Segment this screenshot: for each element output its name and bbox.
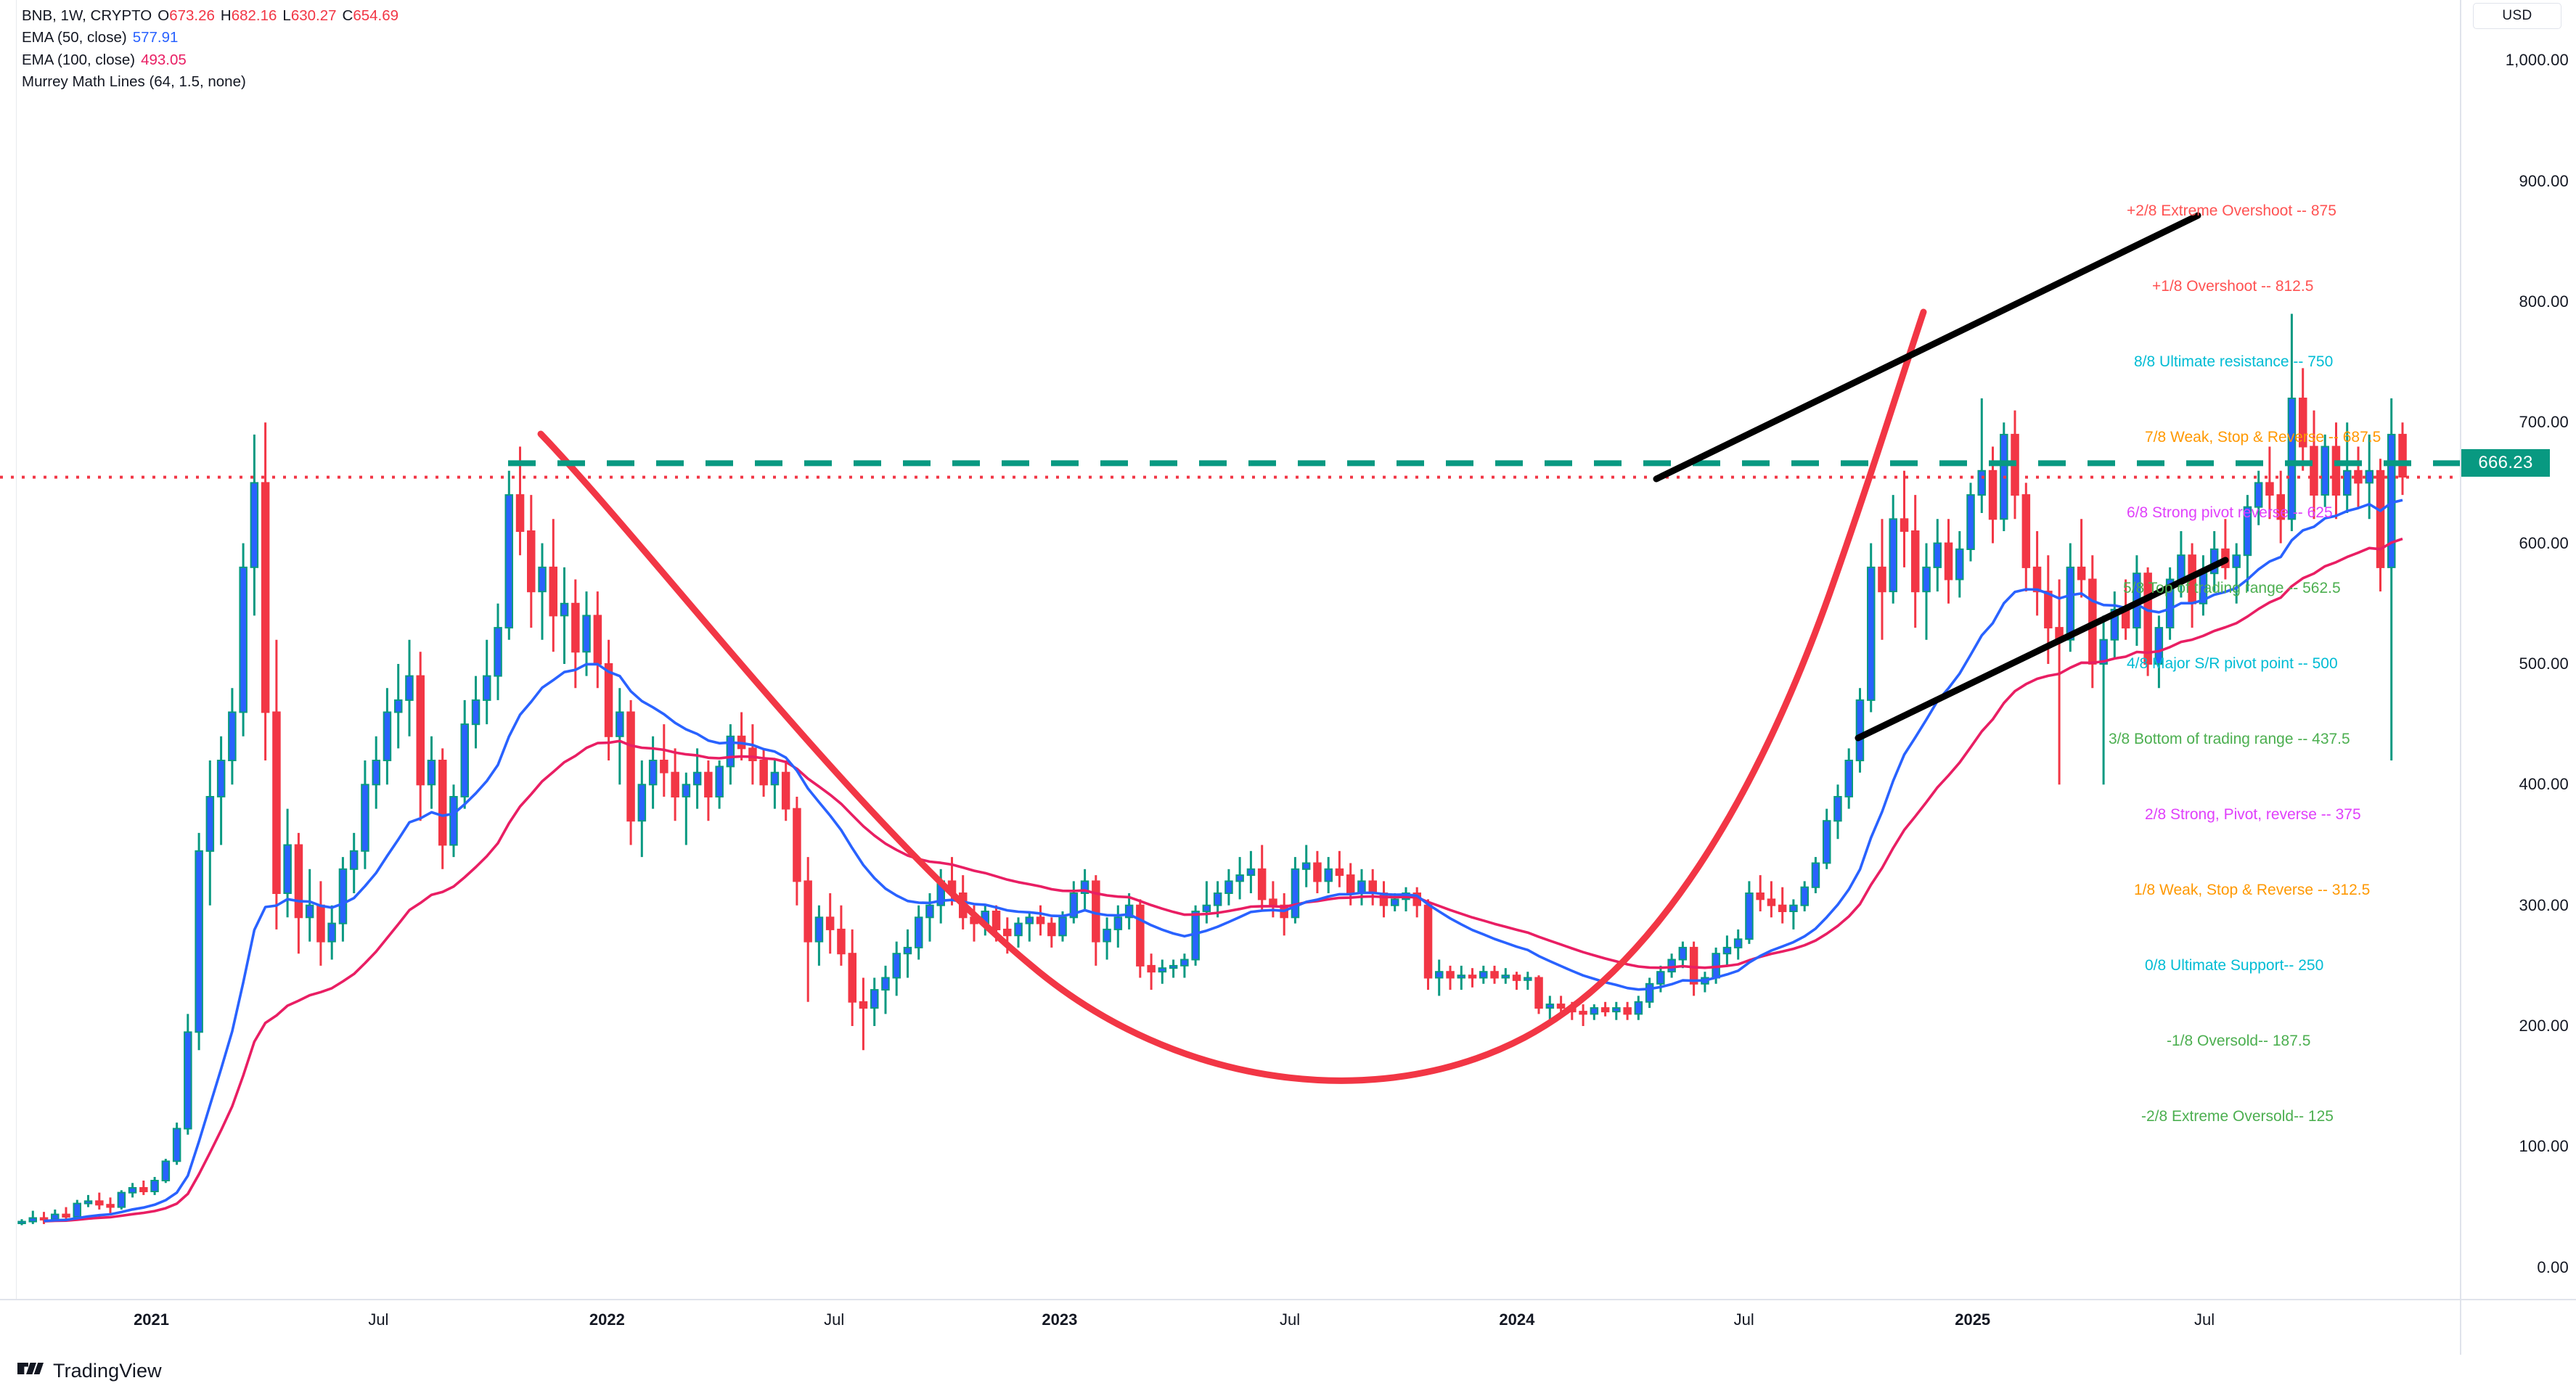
legend-ohlc-key-h: H bbox=[220, 7, 232, 24]
legend-ema50-value: 577.91 bbox=[132, 29, 179, 46]
murrey-level-label: 1/8 Weak, Stop & Reverse -- 312.5 bbox=[2134, 881, 2371, 898]
price-tick: 100.00 bbox=[2519, 1137, 2569, 1156]
price-tick: 800.00 bbox=[2519, 292, 2569, 311]
time-tick: 2023 bbox=[1042, 1310, 1078, 1329]
price-tick: 900.00 bbox=[2519, 171, 2569, 190]
time-tick: Jul bbox=[824, 1310, 845, 1329]
price-axis[interactable]: USD 1,000.00 900.00 800.00 700.00 600.00 500.… bbox=[2460, 0, 2576, 1299]
plot-left-border bbox=[16, 0, 17, 1299]
legend-ohlc-key-o: O bbox=[158, 7, 170, 24]
murrey-level-label: -2/8 Extreme Oversold-- 125 bbox=[2141, 1107, 2334, 1125]
time-tick: 2022 bbox=[589, 1310, 625, 1329]
time-tick: Jul bbox=[1733, 1310, 1754, 1329]
candlestick-series bbox=[17, 313, 2407, 1226]
time-axis[interactable]: 2021 Jul 2022 Jul 2023 Jul 2024 Jul 2025 Jul bbox=[0, 1299, 2460, 1355]
murrey-level-label: -1/8 Oversold-- 187.5 bbox=[2167, 1032, 2311, 1049]
murrey-level-label: 4/8 Major S/R pivot point -- 500 bbox=[2127, 655, 2338, 672]
ema50-line bbox=[44, 498, 2403, 1223]
chart-plot-area[interactable] bbox=[0, 0, 2460, 1299]
murrey-level-label: 5/8 Top of trading range -- 562.5 bbox=[2123, 579, 2341, 596]
price-tick: 1,000.00 bbox=[2505, 51, 2569, 70]
upper-trendline bbox=[1653, 212, 2201, 483]
murrey-level-label: +2/8 Extreme Overshoot -- 875 bbox=[2127, 202, 2336, 220]
murrey-level-label: 2/8 Strong, Pivot, reverse -- 375 bbox=[2145, 805, 2361, 823]
legend-ohlc-value-h: 682.16 bbox=[231, 7, 277, 24]
currency-chip[interactable]: USD bbox=[2473, 3, 2561, 29]
tradingview-watermark[interactable]: TradingView bbox=[17, 1360, 162, 1382]
legend-ema100-row[interactable]: EMA (100, close) 493.05 bbox=[22, 50, 398, 70]
price-tick: 600.00 bbox=[2519, 533, 2569, 552]
legend-murrey-label: Murrey Math Lines (64, 1.5, none) bbox=[22, 73, 246, 91]
legend-ohlc-value-o: 673.26 bbox=[169, 7, 215, 24]
time-tick: Jul bbox=[1279, 1310, 1301, 1329]
ema100-line bbox=[44, 537, 2403, 1223]
lower-trendline bbox=[1855, 557, 2229, 742]
price-tick: 700.00 bbox=[2519, 413, 2569, 432]
tradingview-logo-icon bbox=[17, 1362, 44, 1374]
time-tick: 2025 bbox=[1955, 1310, 1991, 1329]
current-price-badge: 666.23 bbox=[2461, 449, 2550, 477]
legend-ohlc-key-l: L bbox=[282, 7, 291, 24]
chart-legend[interactable]: BNB, 1W, CRYPTO O673.26 H682.16 L630.27 C654… bbox=[22, 6, 398, 94]
murrey-level-label: 7/8 Weak, Stop & Reverse -- 687.5 bbox=[2145, 429, 2381, 446]
price-tick: 400.00 bbox=[2519, 775, 2569, 794]
legend-ohlc-key-c: C bbox=[342, 7, 353, 24]
price-tick: 500.00 bbox=[2519, 654, 2569, 673]
murrey-level-label: 6/8 Strong pivot reverse -- 625 bbox=[2127, 504, 2333, 522]
price-tick: 200.00 bbox=[2519, 1017, 2569, 1035]
murrey-level-label: 3/8 Bottom of trading range -- 437.5 bbox=[2109, 730, 2350, 747]
time-tick: Jul bbox=[2194, 1310, 2215, 1329]
legend-symbol-row[interactable]: BNB, 1W, CRYPTO O673.26 H682.16 L630.27 C654… bbox=[22, 6, 398, 25]
legend-ema50-label: EMA (50, close) bbox=[22, 29, 127, 46]
murrey-level-label: 0/8 Ultimate Support-- 250 bbox=[2145, 956, 2324, 974]
legend-symbol: BNB, 1W, CRYPTO bbox=[22, 7, 152, 24]
legend-ema100-label: EMA (100, close) bbox=[22, 51, 136, 68]
chart-canvas bbox=[0, 212, 2460, 1226]
legend-ema100-value: 493.05 bbox=[141, 51, 187, 68]
time-tick: Jul bbox=[368, 1310, 389, 1329]
legend-ohlc-value-l: 630.27 bbox=[290, 7, 337, 24]
murrey-level-label: +1/8 Overshoot -- 812.5 bbox=[2152, 278, 2314, 295]
axis-corner bbox=[2460, 1299, 2576, 1355]
tradingview-wordmark: TradingView bbox=[53, 1360, 162, 1382]
legend-ohlc: O673.26 H682.16 L630.27 C654.69 bbox=[158, 7, 398, 24]
parabolic-arc bbox=[537, 308, 1927, 1084]
murrey-level-label: 8/8 Ultimate resistance -- 750 bbox=[2134, 353, 2334, 371]
legend-murrey-row[interactable]: Murrey Math Lines (64, 1.5, none) bbox=[22, 72, 398, 91]
price-tick: 0.00 bbox=[2537, 1257, 2569, 1276]
legend-ema50-row[interactable]: EMA (50, close) 577.91 bbox=[22, 28, 398, 47]
legend-ohlc-value-c: 654.69 bbox=[353, 7, 399, 24]
price-tick: 300.00 bbox=[2519, 895, 2569, 914]
time-tick: 2021 bbox=[134, 1310, 170, 1329]
time-tick: 2024 bbox=[1499, 1310, 1535, 1329]
